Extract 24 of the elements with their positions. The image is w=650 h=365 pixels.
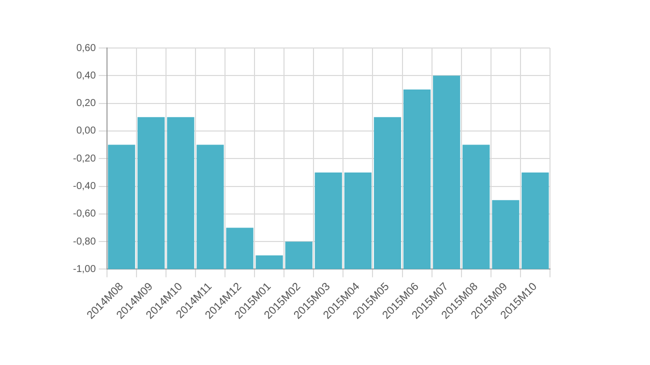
bar <box>285 242 312 270</box>
bar <box>196 144 224 270</box>
bar <box>314 172 342 270</box>
y-tick-label: -1,00 <box>72 264 96 275</box>
y-tick-label: -0,20 <box>72 153 96 164</box>
bar <box>403 89 431 270</box>
bar <box>432 76 460 270</box>
y-tick-label: -0,80 <box>72 236 96 248</box>
bar <box>108 144 136 270</box>
bar <box>374 117 402 270</box>
bar <box>522 172 549 270</box>
y-tick-label: -0,40 <box>72 181 96 192</box>
y-tick-label: 0,60 <box>76 42 96 54</box>
bar <box>167 117 194 270</box>
y-tick-label: 0,40 <box>76 70 96 82</box>
bar <box>226 228 254 270</box>
bar <box>138 117 165 270</box>
bar <box>344 172 372 270</box>
bar <box>492 200 520 270</box>
bar <box>256 255 283 270</box>
y-tick-label: 0,00 <box>76 126 96 137</box>
y-tick-label: -0,60 <box>72 208 96 220</box>
bar <box>462 144 490 270</box>
y-tick-label: 0,20 <box>76 98 96 110</box>
